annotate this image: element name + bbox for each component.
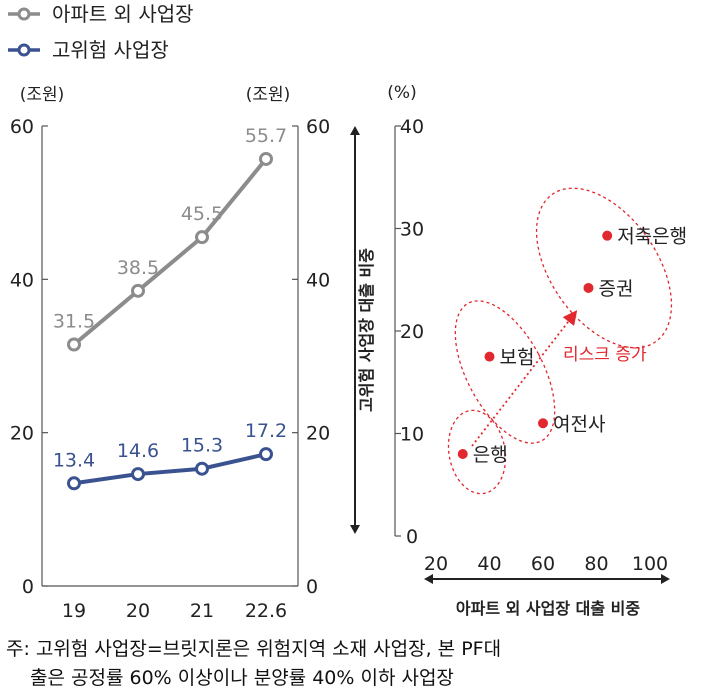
scatter-y-title: 고위험 사업장 대출 비중: [357, 248, 376, 412]
scatter-x-tick-label: 80: [584, 553, 608, 575]
scatter-point: [484, 351, 495, 362]
line-chart: (조원) (조원) 0 0 20 20 40 40 60 60 19 20 21 22.6 31.5 38…: [10, 85, 330, 622]
scatter-y-tick-label: 30: [400, 219, 424, 241]
legend-label-apartment-excluded: 아파트 외 사업장: [52, 2, 194, 26]
scatter-point-label: 여전사: [553, 413, 605, 435]
data-label: 55.7: [245, 125, 287, 147]
scatter-y-arrow-top: [350, 126, 360, 135]
scatter-x-tick-label: 40: [477, 553, 501, 575]
right-y-tick-label: 60: [306, 116, 330, 138]
scatter-point-label: 은행: [473, 444, 508, 466]
series-point: [259, 151, 273, 166]
line-chart-legend: 아파트 외 사업장 고위험 사업장: [8, 2, 194, 62]
scatter-y-tick-label: 20: [400, 321, 424, 343]
legend-label-high-risk: 고위험 사업장: [52, 38, 169, 62]
series-point: [67, 337, 81, 352]
left-y-tick-label: 40: [10, 269, 34, 291]
group-ellipse-high: [535, 187, 673, 349]
data-label: 31.5: [53, 311, 95, 333]
scatter-point-label: 증권: [598, 278, 633, 300]
series-point: [195, 230, 209, 245]
scatter-chart: (%) 고위험 사업장 대출 비중 아파트 외 사업장 대출 비중 리스크 증가…: [350, 83, 687, 618]
scatter-point-label: 저축은행: [617, 226, 687, 248]
scatter-point: [602, 230, 613, 241]
left-y-tick-label: 20: [10, 423, 34, 445]
risk-arrow: [471, 310, 578, 447]
data-label: 15.3: [181, 435, 223, 457]
x-tick-label: 21: [190, 600, 214, 622]
data-label: 14.6: [117, 440, 159, 462]
series-point: [131, 283, 145, 298]
scatter-y-unit: (%): [387, 83, 416, 103]
right-axis-unit: (조원): [246, 85, 291, 105]
series-point: [131, 467, 145, 482]
series-line: [73, 452, 267, 486]
series-line: [72, 157, 268, 347]
scatter-point: [538, 418, 548, 429]
scatter-point: [583, 282, 594, 293]
left-y-tick-label: 0: [22, 576, 34, 598]
scatter-x-arrow-left: [424, 574, 433, 584]
scatter-y-tick-label: 40: [400, 116, 424, 138]
scatter-x-arrow-right: [661, 574, 670, 584]
series-point: [259, 447, 273, 462]
scatter-y-tick-label: 10: [400, 424, 424, 446]
scatter-point: [457, 449, 468, 459]
risk-annotation: 리스크 증가: [563, 345, 647, 365]
x-tick-label: 22.6: [245, 600, 287, 622]
right-y-tick-label: 0: [306, 576, 318, 598]
footnote-line-2: 출은 공정률 60% 이상이나 분양률 40% 이하 사업장: [30, 667, 454, 689]
chart-figure: 아파트 외 사업장 고위험 사업장 (조원) (조원) 0 0 20 20 40 40 60…: [8, 2, 687, 622]
series-point: [67, 476, 81, 491]
left-y-tick-label: 60: [10, 116, 34, 138]
scatter-x-tick-label: 20: [424, 553, 448, 575]
right-y-tick-label: 40: [306, 269, 330, 291]
data-label: 45.5: [181, 203, 223, 225]
data-label: 17.2: [245, 420, 287, 442]
scatter-x-tick-label: 60: [531, 553, 555, 575]
right-y-tick-label: 20: [306, 423, 330, 445]
scatter-y-arrow-bottom: [350, 525, 360, 534]
group-ellipse-mid: [454, 300, 556, 444]
x-tick-label: 20: [126, 600, 150, 622]
x-tick-label: 19: [62, 600, 86, 622]
series-point: [195, 461, 209, 476]
data-label: 38.5: [117, 257, 159, 279]
scatter-point-label: 보험: [500, 347, 535, 369]
scatter-x-title: 아파트 외 사업장 대출 비중: [456, 599, 640, 618]
scatter-x-tick-label: 100: [632, 553, 668, 575]
scatter-y-tick-label: 0: [406, 526, 418, 548]
left-axis-unit: (조원): [20, 85, 65, 105]
group-ellipse-low: [447, 409, 507, 495]
footnote-line-1: 주: 고위험 사업장=브릿지론은 위험지역 소재 사업장, 본 PF대: [6, 638, 502, 660]
data-label: 13.4: [53, 449, 95, 471]
